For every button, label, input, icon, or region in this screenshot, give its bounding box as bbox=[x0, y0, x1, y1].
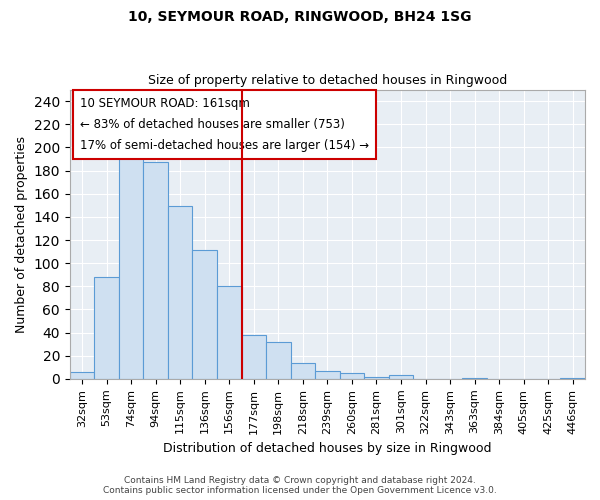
Text: 10 SEYMOUR ROAD: 161sqm
← 83% of detached houses are smaller (753)
17% of semi-d: 10 SEYMOUR ROAD: 161sqm ← 83% of detache… bbox=[80, 97, 369, 152]
Bar bbox=[70, 372, 94, 379]
Bar bbox=[193, 250, 217, 379]
Text: Contains HM Land Registry data © Crown copyright and database right 2024.
Contai: Contains HM Land Registry data © Crown c… bbox=[103, 476, 497, 495]
Bar bbox=[340, 373, 364, 379]
Bar bbox=[217, 286, 242, 379]
Bar bbox=[242, 335, 266, 379]
Bar bbox=[315, 371, 340, 379]
Bar bbox=[143, 162, 168, 379]
Bar bbox=[389, 376, 413, 379]
Bar bbox=[119, 152, 143, 379]
X-axis label: Distribution of detached houses by size in Ringwood: Distribution of detached houses by size … bbox=[163, 442, 491, 455]
Bar bbox=[463, 378, 487, 379]
Bar bbox=[266, 342, 290, 379]
Text: 10, SEYMOUR ROAD, RINGWOOD, BH24 1SG: 10, SEYMOUR ROAD, RINGWOOD, BH24 1SG bbox=[128, 10, 472, 24]
Bar bbox=[364, 376, 389, 379]
Y-axis label: Number of detached properties: Number of detached properties bbox=[15, 136, 28, 333]
Bar bbox=[94, 277, 119, 379]
Bar bbox=[290, 362, 315, 379]
Bar bbox=[560, 378, 585, 379]
Title: Size of property relative to detached houses in Ringwood: Size of property relative to detached ho… bbox=[148, 74, 507, 87]
Bar bbox=[168, 206, 193, 379]
